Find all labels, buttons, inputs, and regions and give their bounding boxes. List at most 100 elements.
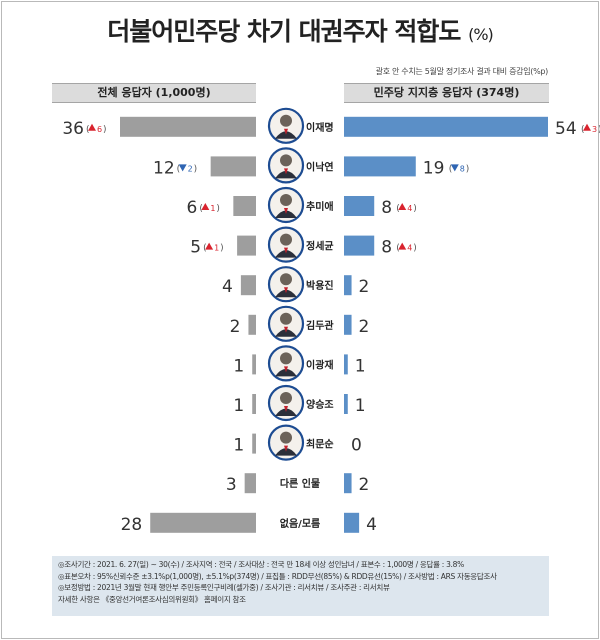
left-value-label: 1: [233, 436, 244, 456]
right-change-paren-open: (: [581, 125, 585, 135]
right-value-label: 2: [359, 317, 370, 337]
right-change-value: 4: [407, 204, 412, 213]
right-bar: [344, 235, 375, 256]
left-change-value: 1: [214, 244, 219, 253]
left-column-header: 전체 응답자 (1,000명): [52, 83, 256, 103]
left-change-paren-open: (: [177, 164, 181, 174]
person-icon-tie: [284, 128, 288, 135]
right-value-label: 8: [381, 238, 392, 258]
right-change-value: 4: [407, 244, 412, 253]
footer-line: ◎보정방법 : 2021년 3월말 현재 행안부 주민등록인구비례(셀가중) /…: [58, 583, 390, 592]
right-value-label: 54: [555, 119, 577, 139]
candidate-name: 추미애: [306, 200, 334, 213]
person-icon-tie: [284, 247, 288, 254]
footer-line: ◎조사기간 : 2021. 6. 27(일) ~ 30(수) / 조사지역 : …: [58, 560, 464, 569]
right-bar: [344, 473, 352, 494]
chart-title: 더불어민주당 차기 대권주자 적합도 (%): [0, 12, 600, 48]
increase-triangle-icon: [583, 123, 591, 131]
left-value-label: 4: [222, 277, 233, 297]
person-icon-tie: [284, 208, 288, 214]
person-icon-head: [280, 194, 292, 206]
right-change-value: 3: [592, 125, 597, 134]
chart-title-unit: (%): [468, 25, 494, 44]
change-note: 괄호 안 수치는 5월말 정기조사 결과 대비 증감임(%p): [375, 67, 549, 76]
category-name: 다른 인물: [280, 477, 320, 490]
person-icon-body: [275, 289, 297, 298]
right-value-label: 8: [381, 198, 392, 218]
person-icon-head: [280, 154, 292, 167]
increase-triangle-icon: [205, 242, 214, 250]
candidate-name: 김두관: [306, 319, 334, 332]
person-icon-head: [280, 431, 292, 444]
right-column-header: 민주당 지지층 응답자 (374명): [344, 83, 549, 103]
right-bar: [344, 394, 348, 414]
person-icon-body: [275, 131, 297, 139]
left-value-label: 36: [62, 119, 84, 139]
increase-triangle-icon: [88, 123, 96, 131]
person-icon-head: [280, 352, 292, 365]
increase-triangle-icon: [398, 242, 407, 250]
right-value-label: 1: [355, 396, 366, 416]
person-icon-tie: [284, 168, 288, 175]
right-value-label: 1: [355, 356, 366, 376]
person-icon-head: [280, 233, 292, 246]
left-bar: [210, 156, 256, 177]
right-change-paren-close: ): [466, 164, 470, 174]
right-change-paren-close: ): [598, 125, 600, 135]
person-icon-tie: [284, 406, 288, 412]
right-value-label: 4: [366, 515, 377, 535]
left-value-label: 5: [190, 238, 201, 258]
left-value-label: 12: [153, 158, 175, 178]
left-change-paren-close: ): [216, 204, 220, 214]
right-value-label: 0: [351, 436, 362, 456]
left-change-paren-close: ): [220, 244, 224, 254]
right-change-paren-open: (: [396, 204, 400, 214]
candidate-name: 정세균: [306, 240, 334, 253]
left-bar: [237, 235, 256, 256]
right-change-paren-open: (: [396, 244, 400, 254]
right-value-label: 2: [359, 475, 370, 495]
right-bar: [344, 314, 352, 335]
candidate-name: 이광재: [306, 358, 334, 371]
left-bar: [252, 433, 256, 454]
left-value-label: 2: [230, 317, 241, 337]
left-change-paren-close: ): [103, 125, 107, 135]
increase-triangle-icon: [201, 203, 210, 210]
left-value-label: 28: [121, 515, 143, 535]
left-bar: [252, 354, 256, 375]
left-value-label: 3: [226, 475, 237, 495]
person-icon-head: [280, 312, 292, 325]
right-bar: [344, 156, 416, 177]
left-bar: [244, 473, 256, 494]
person-icon-body: [275, 408, 297, 416]
decrease-triangle-icon: [450, 164, 459, 172]
person-icon-body: [275, 170, 297, 179]
decrease-triangle-icon: [178, 164, 187, 172]
left-bar: [248, 314, 256, 335]
left-change-value: 6: [97, 125, 102, 134]
right-bar: [344, 196, 375, 216]
person-icon-tie: [284, 445, 288, 452]
left-bar: [240, 275, 256, 296]
right-bar: [344, 512, 360, 533]
right-change-paren-close: ): [413, 204, 417, 214]
category-name: 없음/모름: [280, 517, 320, 530]
left-change-value: 1: [210, 204, 215, 213]
candidate-name: 최문순: [306, 438, 334, 451]
right-change-paren-open: (: [449, 164, 453, 174]
left-change-value: 2: [188, 164, 193, 173]
candidate-name: 이재명: [306, 121, 334, 134]
person-icon-tie: [284, 326, 288, 333]
left-change-paren-open: (: [86, 125, 90, 135]
person-icon-tie: [284, 287, 288, 294]
footer-line: 자세한 사항은 《중앙선거여론조사심의위원회》 홈페이지 참조: [58, 594, 246, 604]
person-icon-head: [280, 273, 292, 286]
right-bar: [344, 116, 548, 137]
left-bar: [252, 394, 256, 414]
right-bar: [344, 275, 352, 296]
person-icon-tie: [284, 366, 288, 373]
right-bar: [344, 354, 348, 375]
person-icon-body: [275, 368, 297, 377]
